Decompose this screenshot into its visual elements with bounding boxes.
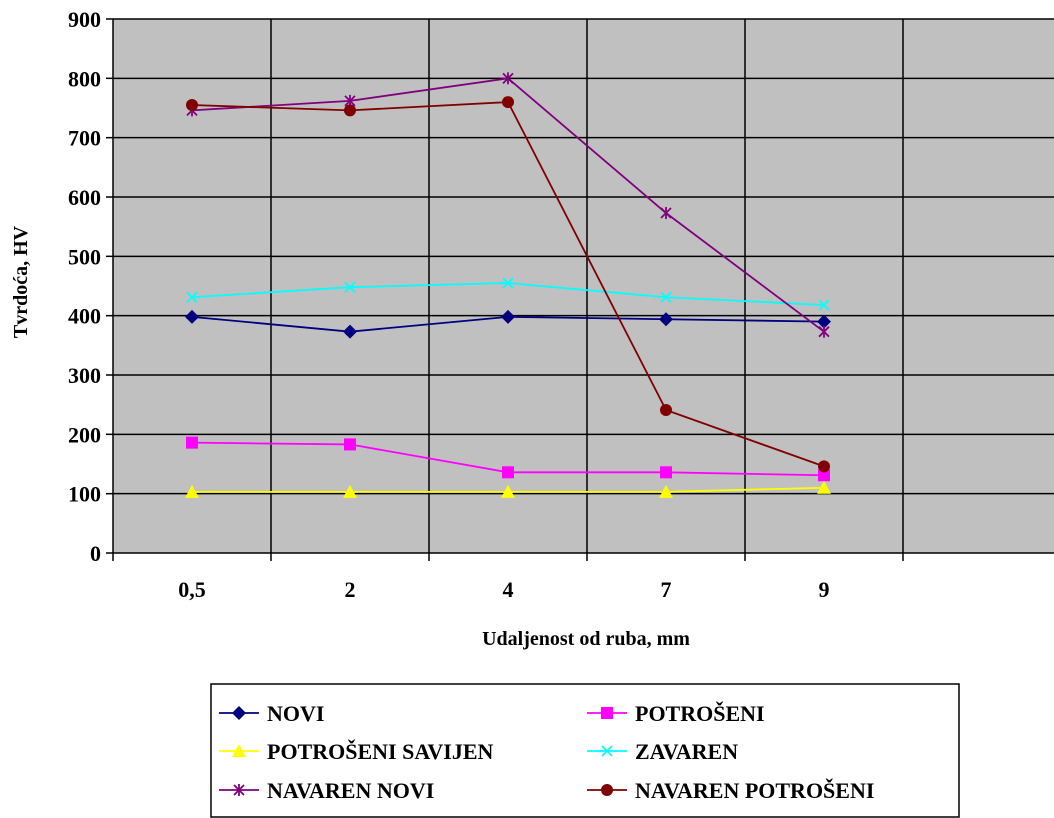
y-tick-label: 300: [68, 363, 101, 388]
data-point: [502, 466, 514, 478]
legend-label: POTROŠENI: [635, 701, 765, 726]
y-tick-label: 100: [68, 482, 101, 507]
x-tick-label: 9: [819, 577, 830, 602]
y-tick-label: 600: [68, 185, 101, 210]
y-tick-label: 800: [68, 66, 101, 91]
data-point: [344, 438, 356, 450]
x-tick-label: 7: [661, 577, 672, 602]
data-point: [660, 404, 672, 416]
y-tick-label: 400: [68, 304, 101, 329]
x-tick-label: 2: [345, 577, 356, 602]
y-axis: 0 100 200 300 400 500 600 700 800 900: [68, 7, 113, 566]
legend-marker: [601, 784, 613, 796]
y-tick-label: 500: [68, 244, 101, 269]
data-point: [818, 460, 830, 472]
legend-label: ZAVAREN: [635, 739, 738, 764]
y-axis-title: Tvrdoća, HV: [10, 225, 32, 338]
x-tick-label: 4: [503, 577, 514, 602]
legend: NOVI POTROŠENI POTROŠENI SAVIJEN ZAVAREN NAV…: [211, 684, 959, 817]
x-tick-label: 0,5: [178, 577, 206, 602]
y-tick-label: 700: [68, 126, 101, 151]
data-point: [660, 466, 672, 478]
legend-label: NOVI: [267, 701, 324, 726]
x-axis-title: Udaljenost od ruba, mm: [482, 628, 690, 650]
legend-label: NAVAREN POTROŠENI: [635, 778, 874, 803]
data-point: [502, 96, 514, 108]
legend-label: POTROŠENI SAVIJEN: [267, 739, 493, 764]
y-tick-label: 0: [90, 541, 101, 566]
data-point: [186, 437, 198, 449]
y-tick-label: 200: [68, 422, 101, 447]
legend-marker: [601, 707, 613, 719]
data-point: [344, 104, 356, 116]
data-point: [186, 99, 198, 111]
y-tick-label: 900: [68, 7, 101, 32]
x-axis: 0,5 2 4 7 9: [113, 553, 1054, 602]
legend-label: NAVAREN NOVI: [267, 778, 434, 803]
